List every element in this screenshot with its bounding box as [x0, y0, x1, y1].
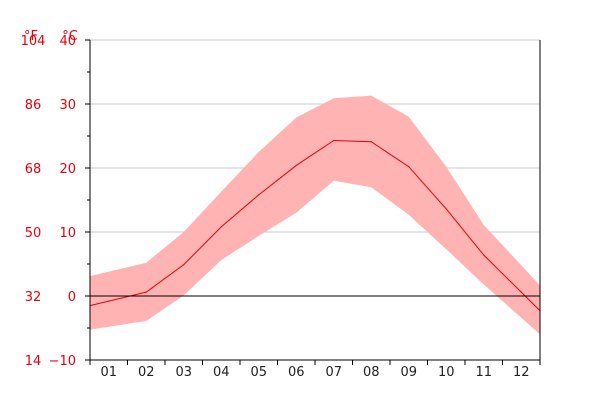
mean-point-06: [295, 164, 297, 167]
x-label-01: 01: [100, 365, 117, 380]
x-label-03: 03: [175, 365, 192, 380]
y-label-fahrenheit: 32: [25, 290, 42, 305]
y-label-fahrenheit: 86: [25, 98, 42, 113]
x-label-06: 06: [288, 365, 305, 380]
y-label-celsius: −10: [49, 354, 76, 369]
y-label-celsius: 30: [59, 98, 76, 113]
x-label-02: 02: [138, 365, 155, 380]
y-label-fahrenheit: 50: [25, 226, 42, 241]
y-label-celsius: 10: [59, 226, 76, 241]
mean-point-09: [408, 166, 410, 168]
mean-point-05: [258, 194, 260, 196]
y-label-fahrenheit: 14: [25, 354, 42, 369]
temperature-range-band: [90, 95, 540, 335]
mean-point-10: [445, 208, 447, 210]
tick-labels: 40 30 20 10 0 −10 104 86 68 50 32 14 01 02 03 04 05 06 07 0…: [21, 34, 530, 380]
y-label-fahrenheit: 104: [21, 34, 46, 49]
mean-temperature-line: [89, 139, 541, 312]
y-label-celsius: 0: [68, 290, 76, 305]
mean-point-12: [520, 291, 522, 293]
mean-point-01: [108, 300, 110, 302]
x-label-08: 08: [363, 365, 380, 380]
x-label-10: 10: [438, 365, 455, 380]
x-label-04: 04: [213, 365, 230, 380]
mean-line: [89, 139, 541, 312]
x-label-07: 07: [325, 365, 342, 380]
y-label-fahrenheit: 68: [25, 162, 42, 177]
mean-point-07: [333, 139, 335, 142]
mean-point-11: [483, 254, 485, 256]
x-label-05: 05: [250, 365, 267, 380]
x-label-09: 09: [400, 365, 417, 380]
mean-point-03: [183, 264, 185, 266]
mean-point-02: [145, 291, 147, 293]
x-label-11: 11: [475, 365, 492, 380]
y-label-celsius: 40: [59, 34, 76, 49]
x-label-12: 12: [513, 365, 530, 380]
mean-point-04: [220, 226, 222, 228]
y-label-celsius: 20: [59, 162, 76, 177]
unit-fahrenheit: °F: [24, 29, 38, 44]
min-max-range-area: [90, 95, 540, 335]
axes: [85, 39, 541, 365]
unit-celsius: °C: [62, 29, 78, 44]
mean-point-08: [370, 141, 372, 143]
